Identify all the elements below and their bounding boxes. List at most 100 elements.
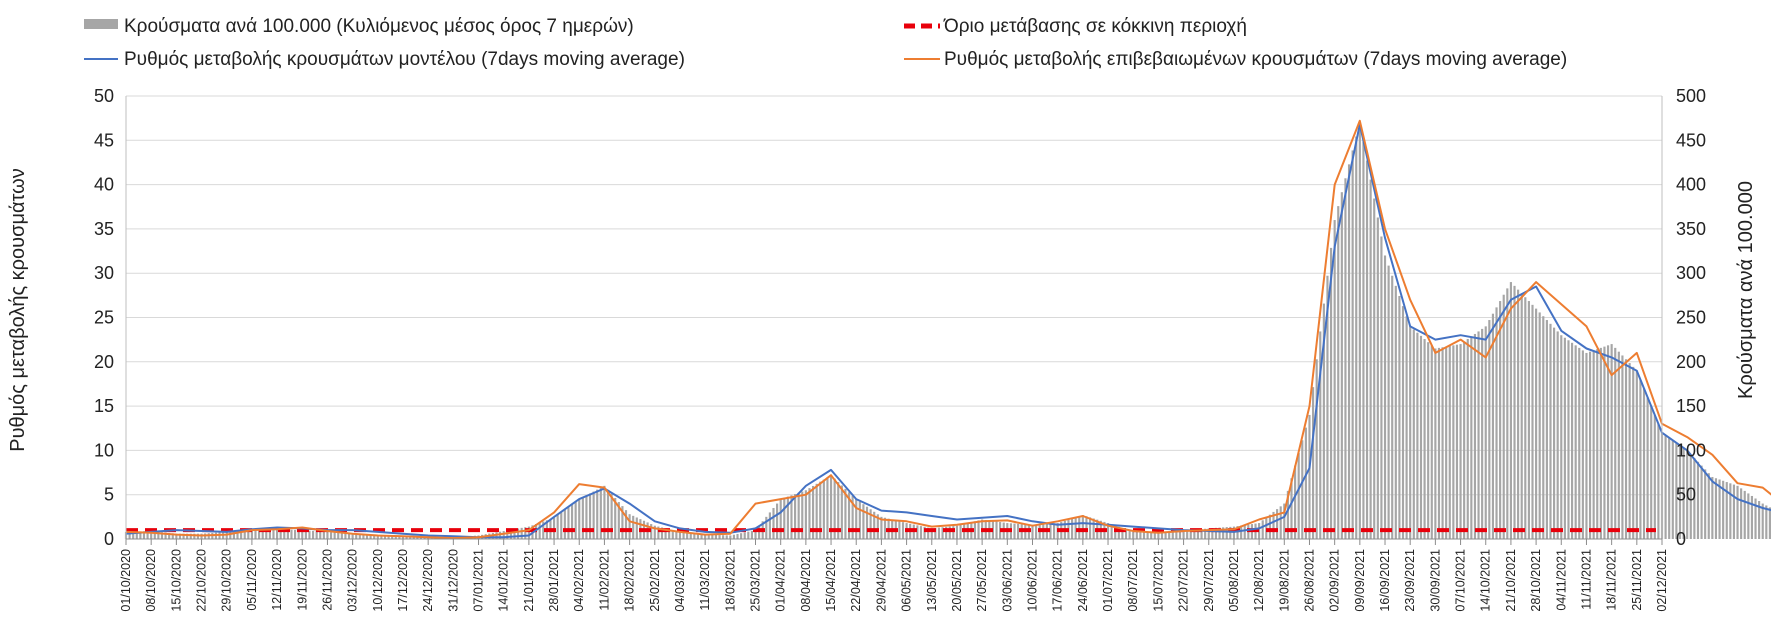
x-tick-label: 19/08/2021 bbox=[1277, 549, 1291, 612]
bar bbox=[1240, 525, 1243, 539]
bar bbox=[844, 488, 847, 539]
bar bbox=[329, 532, 333, 539]
bar bbox=[1632, 366, 1635, 539]
bar bbox=[1218, 527, 1221, 539]
bar bbox=[1430, 345, 1433, 539]
bar bbox=[1092, 518, 1095, 539]
bar bbox=[617, 502, 620, 539]
bar bbox=[1088, 517, 1092, 539]
x-tick-label: 07/10/2021 bbox=[1454, 549, 1468, 612]
bar bbox=[1236, 526, 1239, 539]
x-tick-label: 22/10/2020 bbox=[195, 549, 209, 612]
bar bbox=[1570, 342, 1574, 539]
bar bbox=[898, 521, 901, 539]
x-tick-label: 03/12/2020 bbox=[346, 549, 360, 612]
bar bbox=[826, 477, 829, 539]
bar bbox=[419, 536, 423, 539]
bar bbox=[1124, 529, 1128, 539]
bar bbox=[1488, 320, 1491, 539]
bar bbox=[1700, 465, 1703, 539]
bar bbox=[819, 481, 822, 539]
bar bbox=[714, 534, 718, 539]
bar bbox=[1578, 347, 1581, 539]
x-tick-label: 28/01/2021 bbox=[547, 549, 561, 612]
bar bbox=[829, 475, 833, 539]
bar bbox=[164, 532, 167, 539]
bar bbox=[1229, 526, 1232, 539]
bar bbox=[628, 514, 631, 539]
x-tick-label: 10/12/2020 bbox=[371, 549, 385, 612]
x-tick-label: 11/03/2021 bbox=[698, 549, 712, 611]
bar bbox=[301, 530, 304, 539]
bar bbox=[1196, 529, 1200, 539]
bar bbox=[1455, 344, 1459, 539]
x-tick-label: 19/11/2020 bbox=[295, 549, 309, 611]
bar bbox=[1344, 178, 1347, 539]
bar bbox=[729, 535, 732, 539]
bar bbox=[499, 531, 502, 539]
bar bbox=[1052, 523, 1056, 539]
bar bbox=[1272, 511, 1275, 539]
bar bbox=[333, 532, 336, 539]
bar bbox=[268, 529, 271, 539]
bar bbox=[319, 531, 322, 539]
bar bbox=[1448, 345, 1451, 539]
bar bbox=[1718, 479, 1721, 539]
x-tick-label: 16/09/2021 bbox=[1378, 549, 1392, 612]
bar bbox=[653, 525, 656, 539]
bar bbox=[1707, 473, 1710, 539]
bar bbox=[1538, 312, 1541, 539]
bar bbox=[1740, 488, 1743, 539]
bar bbox=[1225, 527, 1228, 539]
x-tick-label: 29/04/2021 bbox=[874, 549, 888, 612]
bar bbox=[1394, 285, 1397, 539]
x-tick-label: 03/06/2021 bbox=[1000, 549, 1014, 612]
bar bbox=[1610, 344, 1613, 539]
bar bbox=[833, 478, 836, 539]
bar bbox=[945, 526, 948, 539]
bar bbox=[1491, 313, 1495, 539]
bar bbox=[506, 530, 509, 539]
bar bbox=[1520, 293, 1523, 539]
bar bbox=[995, 521, 998, 539]
bar bbox=[193, 533, 196, 539]
y-left-tick-label: 5 bbox=[104, 485, 114, 505]
bar bbox=[398, 536, 401, 539]
bar bbox=[592, 491, 595, 539]
legend-label-confirmed: Ρυθμός μεταβολής επιβεβαιωμένων κρουσμάτ… bbox=[944, 49, 1567, 70]
bar bbox=[272, 529, 275, 539]
x-tick-label: 29/10/2020 bbox=[220, 549, 234, 612]
bar bbox=[337, 532, 340, 539]
bar bbox=[948, 526, 951, 539]
bar bbox=[700, 534, 703, 539]
bar bbox=[596, 489, 599, 539]
bar bbox=[901, 522, 905, 539]
bar bbox=[311, 530, 315, 539]
y-right-tick-label: 150 bbox=[1676, 396, 1706, 416]
bar bbox=[1470, 336, 1473, 539]
bar bbox=[1340, 192, 1343, 540]
x-tick-label: 29/07/2021 bbox=[1202, 549, 1216, 612]
bar bbox=[1639, 379, 1642, 539]
bar bbox=[1301, 440, 1304, 539]
bar bbox=[1556, 331, 1559, 539]
bar bbox=[394, 536, 397, 539]
x-tick-label: 22/07/2021 bbox=[1177, 549, 1191, 612]
bar bbox=[1463, 341, 1466, 539]
bar bbox=[1484, 326, 1487, 539]
bar bbox=[527, 526, 530, 539]
bar bbox=[1153, 532, 1156, 539]
bar bbox=[1517, 289, 1520, 539]
bar bbox=[1070, 518, 1074, 539]
bar bbox=[1686, 450, 1689, 539]
bar bbox=[718, 535, 721, 539]
bar bbox=[1276, 509, 1279, 539]
bar bbox=[405, 536, 408, 539]
bar bbox=[1596, 349, 1599, 539]
bar bbox=[1560, 335, 1563, 539]
bar bbox=[1355, 136, 1358, 539]
bar bbox=[1211, 528, 1214, 539]
bar bbox=[1614, 347, 1617, 539]
bar bbox=[574, 501, 577, 539]
